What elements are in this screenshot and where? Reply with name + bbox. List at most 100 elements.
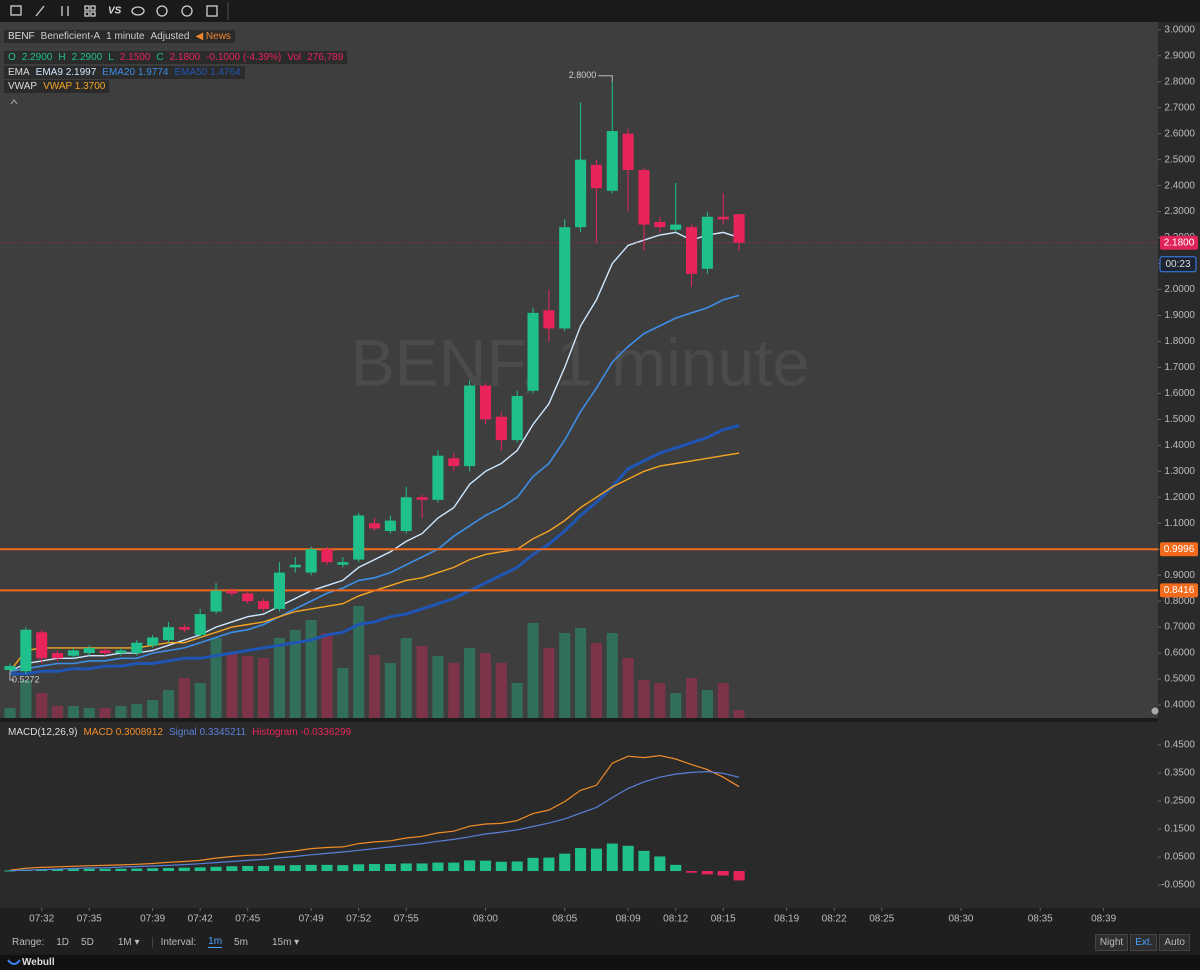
volume-bar	[733, 710, 745, 718]
candle-body	[543, 310, 555, 329]
candle-body	[210, 590, 222, 612]
volume-bar	[368, 655, 381, 718]
collapse-icon[interactable]	[10, 99, 18, 105]
icon-cloud[interactable]	[131, 6, 145, 16]
brand: Webull	[22, 957, 55, 968]
legend-group: VWAP	[8, 81, 38, 92]
y-tick-label: 0.8000	[1164, 596, 1195, 607]
candle-body	[654, 221, 666, 228]
x-tick-label: 08:05	[552, 914, 577, 925]
session-button[interactable]: Ext.	[1130, 933, 1158, 951]
volume-bar	[20, 680, 32, 718]
range-button[interactable]: 1D	[56, 936, 70, 948]
watermark: BENF, 1 minute	[351, 325, 810, 399]
histogram-bar	[99, 868, 111, 872]
histogram-bar	[337, 865, 349, 872]
y-tick-label: 0.7000	[1164, 622, 1195, 633]
x-tick-label: 08:22	[822, 914, 847, 925]
histogram-bar	[51, 869, 64, 872]
session-button[interactable]: Night	[1094, 933, 1129, 951]
news[interactable]: ◀ News	[195, 31, 231, 42]
icon-candles[interactable]	[61, 6, 69, 16]
countdown-tag	[1159, 256, 1197, 273]
interval-button-label[interactable]: 15m	[271, 936, 292, 948]
candle-body	[606, 131, 618, 191]
y-tick-label: 1.9000	[1164, 310, 1195, 321]
scroll-knob[interactable]	[1151, 707, 1159, 715]
logo-mark	[7, 958, 21, 965]
candle-body	[131, 642, 143, 654]
candle-body	[258, 601, 270, 609]
adjusted[interactable]: Adjusted	[150, 31, 190, 42]
interval-button[interactable]: 15m ▾	[271, 936, 300, 948]
legend-entry: Histogram -0.0336299	[252, 726, 351, 739]
volume-bar	[685, 678, 698, 718]
range-button[interactable]: 5D	[81, 936, 94, 948]
y-tick-label: 0.4500	[1164, 740, 1195, 751]
range-button[interactable]: 1M ▾	[117, 936, 140, 948]
legend-name: VWAP	[43, 81, 72, 92]
toolbar-icons	[10, 2, 229, 20]
change: -0.1000 (-4.39%)	[206, 52, 282, 63]
annotation-leader	[9, 671, 14, 681]
y-tick-label: 1.4000	[1164, 440, 1195, 451]
y-tick-label: 0.5000	[1164, 674, 1195, 685]
icon-vs[interactable]: VS	[108, 6, 122, 17]
legend-entry: VWAP 1.3700	[43, 80, 105, 93]
histogram-bar	[178, 867, 190, 872]
macd-plot	[4, 754, 745, 881]
x-tick-label: 08:35	[1028, 914, 1053, 925]
ema-row: EMA EMA9 2.1997 EMA20 1.9774 EMA50 1.476…	[4, 66, 245, 79]
volume-bar	[717, 683, 729, 718]
candle-body	[273, 572, 285, 609]
legend-group: EMA	[8, 67, 30, 78]
histogram-bar	[242, 865, 254, 872]
y-tick-label: 2.4000	[1164, 180, 1195, 191]
news-label[interactable]: News	[205, 31, 231, 42]
volume-bar	[242, 656, 254, 718]
candle-body	[527, 312, 539, 391]
bottom-toolbar: Range: 1D 5D 1M ▾ Interval: 1m 5m 15m ▾ …	[0, 930, 1200, 954]
session-button[interactable]: Auto	[1159, 933, 1190, 951]
volume-bar	[36, 693, 48, 718]
volume-bar	[226, 653, 238, 718]
interval-button[interactable]: 5m	[234, 936, 248, 948]
icon-dollar[interactable]	[156, 5, 168, 17]
vwap-row: VWAP VWAP 1.3700	[4, 80, 110, 93]
histogram-bar	[368, 864, 381, 872]
candle-body	[384, 520, 396, 532]
ohlc-value: 2.1800	[169, 52, 201, 63]
chart: VS BENF, 1 minute 2.8000 0.5272 0.4000 0.50…	[0, 2, 1200, 925]
histogram-bar	[511, 861, 523, 872]
volume-bar	[495, 663, 507, 718]
interval-button[interactable]: 1m	[208, 936, 223, 948]
range-button-label[interactable]: 1M	[117, 936, 132, 948]
icon-settings[interactable]	[206, 5, 218, 17]
candle-body	[368, 523, 381, 529]
icon-layout-part	[90, 5, 96, 11]
histogram-bar	[147, 868, 159, 872]
candle-body	[638, 170, 650, 225]
icon-chart[interactable]	[10, 5, 22, 16]
icon-layout[interactable]	[84, 5, 90, 11]
ema-box: EMA EMA9 2.1997 EMA20 1.9774 EMA50 1.476…	[4, 66, 245, 79]
histogram-bar	[226, 866, 238, 872]
icon-target[interactable]	[181, 5, 193, 17]
histogram-bar	[194, 867, 206, 872]
candle-body	[162, 627, 175, 641]
icon-layout-part	[90, 11, 96, 17]
candle-body	[20, 629, 32, 672]
histogram-bar	[400, 863, 412, 872]
icon-draw[interactable]	[35, 5, 45, 17]
candle-body	[717, 216, 729, 220]
histogram-bar	[638, 850, 650, 872]
candle-body	[51, 653, 64, 659]
candle-body	[590, 164, 602, 189]
y-tick-label: 1.2000	[1164, 492, 1195, 503]
legend-value: 1.3700	[74, 81, 106, 92]
icon-layout-part	[84, 11, 90, 17]
candle-body	[194, 614, 206, 635]
y-tick-label: 2.3000	[1164, 206, 1195, 217]
legend-name: EMA50	[174, 67, 208, 78]
histogram-bar	[131, 868, 143, 872]
